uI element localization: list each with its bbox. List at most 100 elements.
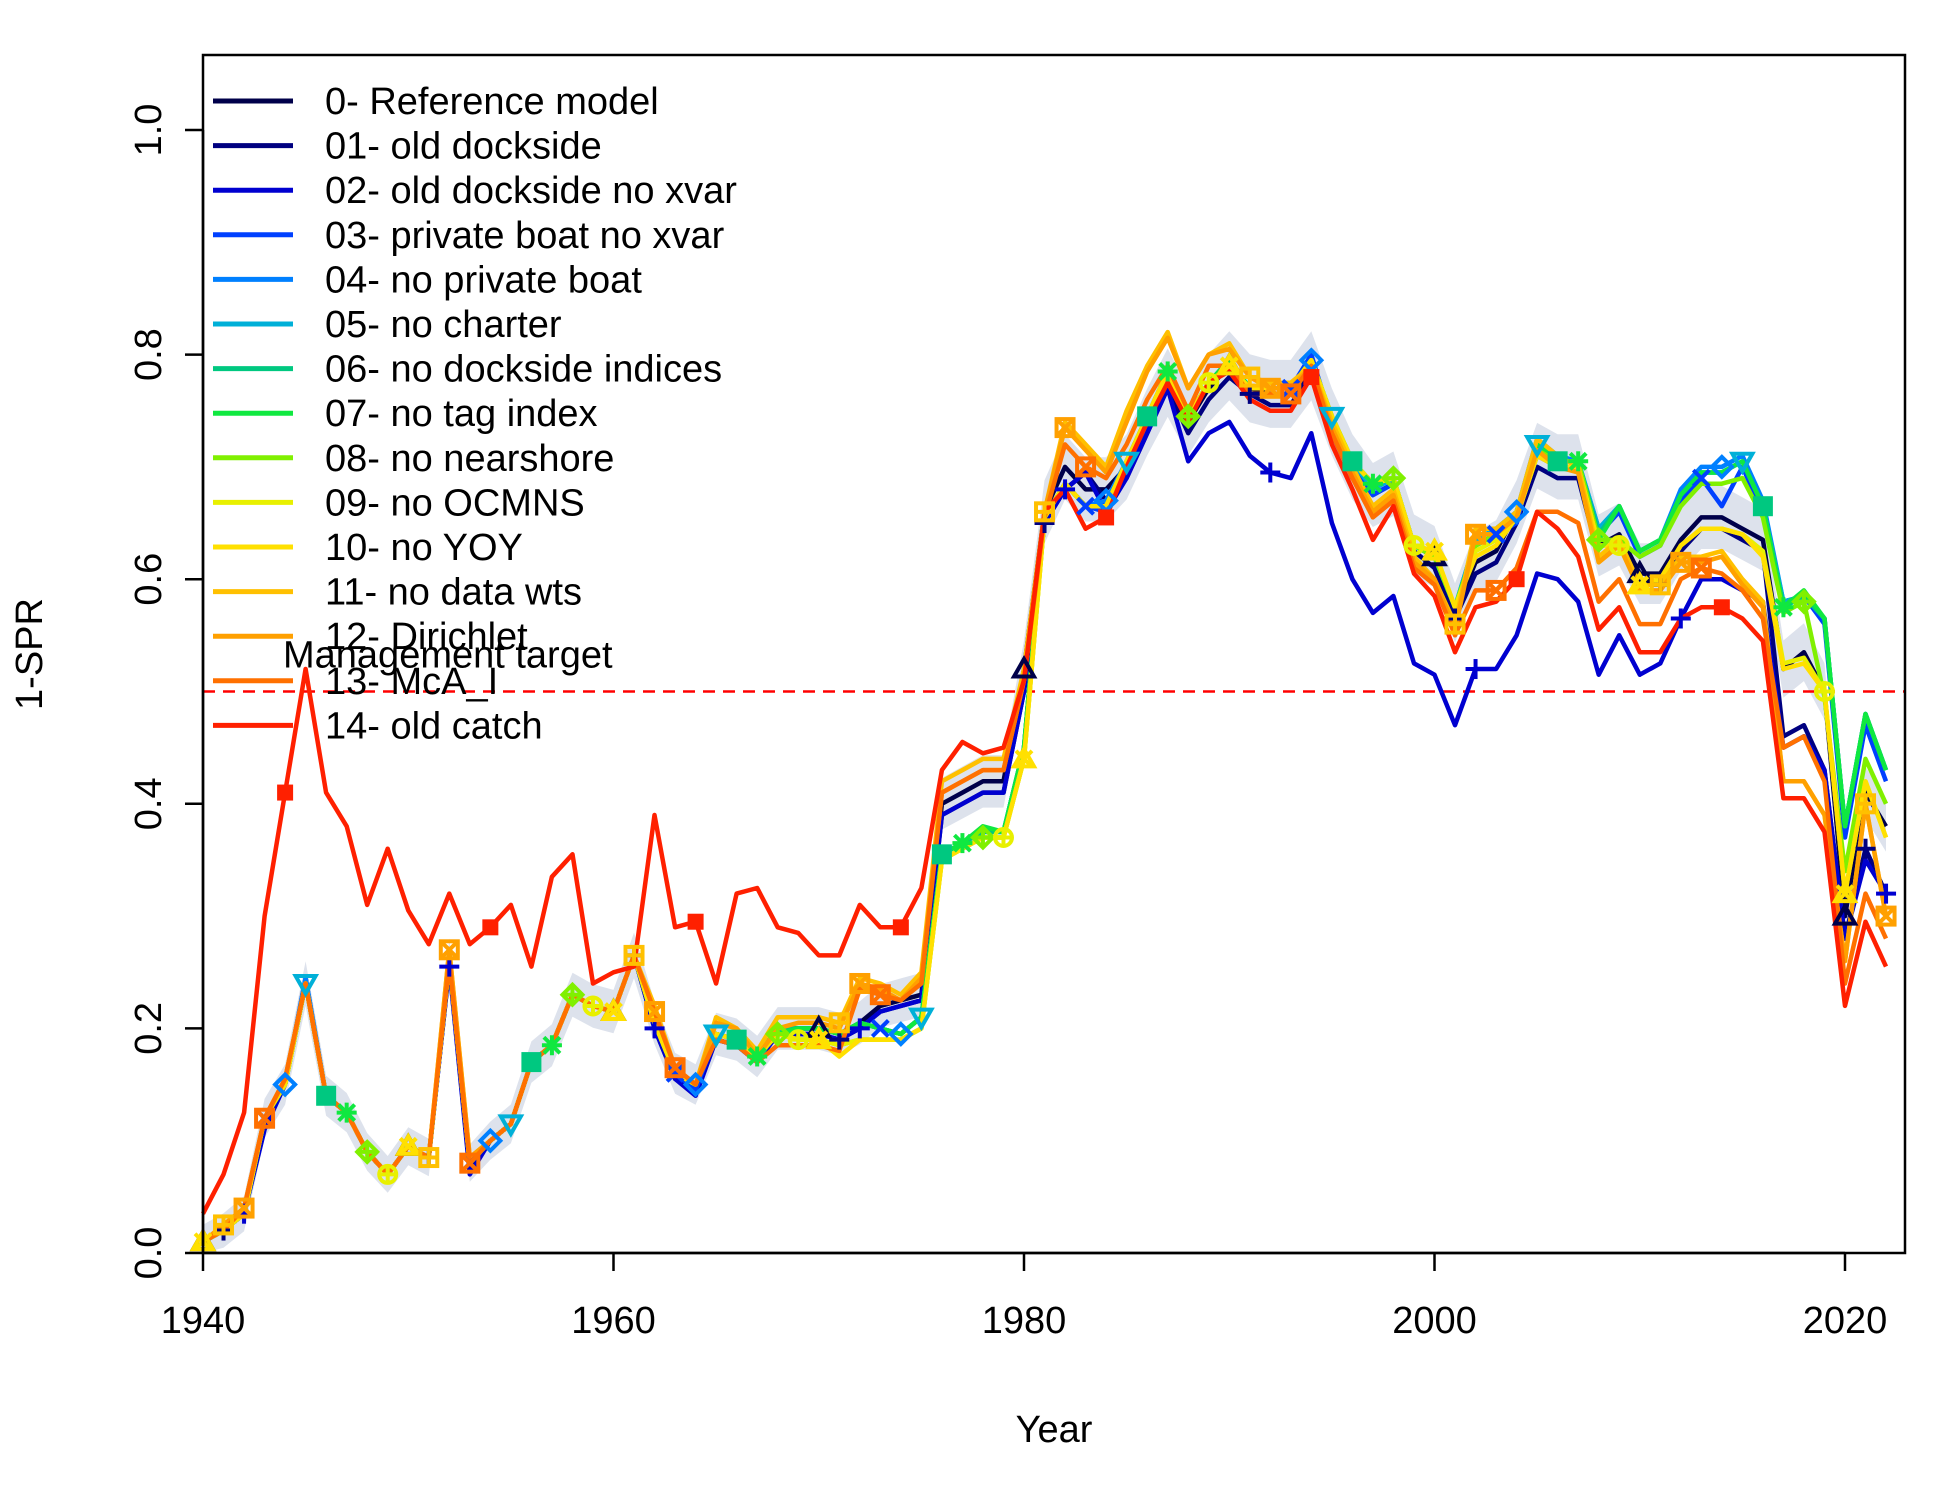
series-13-marker bbox=[1280, 383, 1302, 405]
series-10-marker bbox=[1831, 879, 1859, 904]
series-6-marker bbox=[521, 1052, 542, 1073]
series-6-marker bbox=[931, 844, 952, 865]
series-7-marker bbox=[1157, 361, 1178, 382]
series-3-marker bbox=[665, 1063, 685, 1083]
reference-line-label: Management target bbox=[283, 635, 613, 677]
legend-label: 0- Reference model bbox=[325, 81, 659, 123]
series-11-marker bbox=[1034, 501, 1056, 523]
y-axis-title: 1-SPR bbox=[9, 598, 51, 710]
legend-label: 12- Dirichlet bbox=[325, 616, 528, 658]
series-10-marker bbox=[1010, 744, 1038, 769]
series-1-marker bbox=[1855, 838, 1876, 859]
series-4-marker bbox=[682, 1071, 709, 1098]
series-13-marker bbox=[1690, 557, 1712, 579]
series-14-marker bbox=[1303, 369, 1320, 386]
series-2-marker bbox=[1055, 479, 1076, 500]
series-3-marker bbox=[1486, 524, 1506, 544]
series-6-marker bbox=[1137, 406, 1158, 427]
y-tick-label: 1.0 bbox=[128, 104, 170, 157]
series-11-marker bbox=[623, 944, 645, 966]
series-9-marker bbox=[1608, 535, 1630, 557]
series-7-marker bbox=[336, 1102, 357, 1123]
y-tick-label: 0.6 bbox=[128, 553, 170, 606]
series-12-marker bbox=[1259, 377, 1281, 399]
x-tick-label: 1960 bbox=[571, 1300, 656, 1342]
series-3-marker bbox=[1076, 496, 1095, 516]
series-13-marker bbox=[664, 1057, 686, 1079]
series-8-marker bbox=[970, 824, 996, 851]
series-5-marker bbox=[497, 1114, 525, 1138]
series-13-marker bbox=[254, 1107, 276, 1129]
series-2-marker bbox=[1876, 883, 1897, 904]
uncertainty-band-layer bbox=[203, 331, 1886, 1253]
series-10-marker bbox=[600, 997, 627, 1022]
series-11-marker bbox=[828, 1012, 850, 1034]
series-6-marker bbox=[1342, 451, 1363, 472]
series-12-marker bbox=[644, 1001, 666, 1023]
series-8-marker bbox=[764, 1021, 791, 1047]
y-tick-label: 0.8 bbox=[128, 328, 170, 381]
x-tick-label: 2020 bbox=[1803, 1300, 1888, 1342]
series-9-marker bbox=[1198, 372, 1220, 394]
series-5-marker bbox=[907, 1007, 935, 1032]
series-7-marker bbox=[1773, 597, 1794, 618]
legend-label: 09- no OCMNS bbox=[325, 482, 585, 524]
series-14-marker bbox=[1713, 599, 1730, 616]
legend-label: 08- no nearshore bbox=[325, 438, 614, 480]
axis-layer: 1940 1960 1980 2000 2020 0.0 0.2 0.4 0.6 0.8 1.0 bbox=[128, 104, 1887, 1342]
legend-label: 11- no data wts bbox=[325, 572, 582, 614]
y-tick-label: 0.2 bbox=[128, 1002, 170, 1055]
series-10-marker bbox=[394, 1132, 422, 1156]
series-12-marker bbox=[438, 939, 460, 961]
series-11-marker bbox=[1444, 613, 1466, 635]
series-5-marker bbox=[1113, 451, 1141, 476]
series-14-marker bbox=[277, 784, 294, 801]
series-3-marker bbox=[870, 1018, 890, 1038]
series-13-marker bbox=[869, 984, 891, 1006]
x-tick-label: 2000 bbox=[1392, 1300, 1477, 1342]
series-7-marker bbox=[1362, 473, 1383, 494]
series-9-marker bbox=[992, 826, 1014, 848]
series-11-marker bbox=[1649, 574, 1671, 596]
series-12-marker bbox=[1465, 523, 1487, 545]
series-6-marker bbox=[1752, 496, 1773, 517]
series-11-marker bbox=[1239, 366, 1261, 388]
series-5-marker bbox=[1523, 434, 1551, 459]
series-2-marker bbox=[1260, 462, 1281, 483]
legend-label: 05- no charter bbox=[325, 304, 562, 346]
series-10-marker bbox=[1215, 351, 1243, 376]
series-2-marker bbox=[1670, 608, 1691, 629]
series-13-marker bbox=[1075, 456, 1097, 478]
series-14-marker bbox=[482, 919, 499, 936]
series-12-marker bbox=[1875, 905, 1897, 927]
series-14-marker bbox=[1098, 509, 1115, 526]
series-8-marker bbox=[1175, 403, 1202, 430]
legend-label: 01- old dockside bbox=[325, 126, 602, 168]
legend-label: 14- old catch bbox=[325, 705, 543, 747]
series-0-marker bbox=[805, 1014, 833, 1038]
series-0-marker bbox=[1626, 559, 1654, 584]
series-11-marker bbox=[213, 1214, 235, 1236]
series-7-marker bbox=[541, 1035, 562, 1056]
series-9-marker bbox=[1813, 681, 1835, 702]
series-4-marker bbox=[888, 1021, 914, 1047]
series-11-marker bbox=[418, 1147, 440, 1169]
legend-label: 13- McA_I bbox=[325, 661, 498, 703]
uncertainty-band bbox=[203, 331, 1886, 1253]
legend-label: 02- old dockside no xvar bbox=[325, 170, 737, 212]
series-10-marker bbox=[1626, 570, 1654, 595]
series-12-marker bbox=[1054, 417, 1076, 439]
series-12-marker bbox=[233, 1197, 255, 1219]
series-9-marker bbox=[377, 1163, 399, 1185]
series-2-marker bbox=[849, 1018, 870, 1039]
series-3-marker bbox=[1281, 378, 1301, 398]
series-5-marker bbox=[292, 973, 320, 998]
series-14-marker bbox=[892, 919, 909, 936]
series-7-marker bbox=[952, 833, 973, 854]
legend-label: 03- private boat no xvar bbox=[325, 215, 725, 257]
series-12-marker bbox=[1670, 551, 1692, 573]
series-8-marker bbox=[354, 1139, 381, 1165]
series-9-marker bbox=[582, 995, 604, 1017]
series-14-marker bbox=[687, 913, 704, 930]
